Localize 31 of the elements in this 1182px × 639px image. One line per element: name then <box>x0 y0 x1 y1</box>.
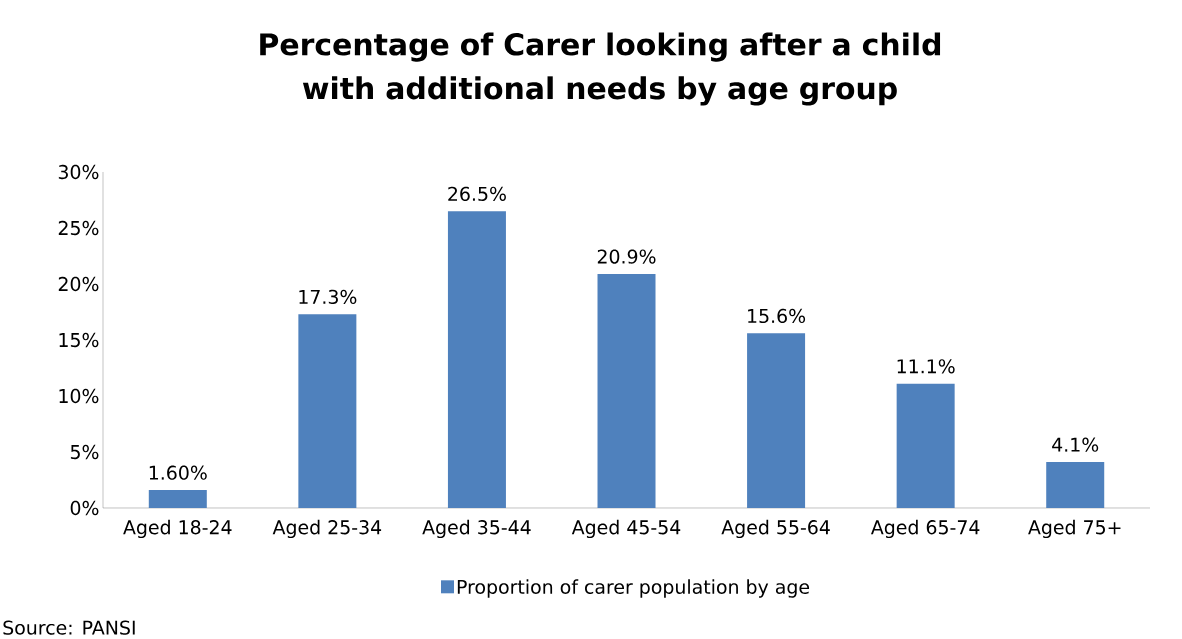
data-label: 11.1% <box>897 359 955 374</box>
x-tick-label: Aged 18-24 <box>123 519 232 539</box>
data-label: 4.1% <box>1052 437 1099 452</box>
y-tick-label: 30% <box>58 164 99 180</box>
data-label: 26.5% <box>448 186 506 201</box>
data-label: 17.3% <box>299 289 357 305</box>
data-label: 1.60% <box>149 465 207 480</box>
y-tick-label: 5% <box>70 444 99 460</box>
data-label: 15.6% <box>748 308 806 324</box>
bar <box>447 211 506 508</box>
x-tick-label: Aged 35-44 <box>422 519 531 539</box>
x-tick-label: Aged 65-74 <box>870 519 980 539</box>
x-tick-label: Aged 45-54 <box>571 519 681 539</box>
bar <box>148 490 207 508</box>
data-label: 20.9% <box>597 249 656 264</box>
y-tick-label: 20% <box>58 276 99 292</box>
bar <box>1046 462 1105 508</box>
y-tick-label: 10% <box>59 388 99 404</box>
y-tick-label: 0% <box>70 500 99 516</box>
bar <box>896 383 955 508</box>
bar <box>747 333 806 508</box>
chart-title: Percentage of Carer looking after a child with additional needs by age group <box>260 32 941 106</box>
x-tick-label: Aged 25-34 <box>272 519 382 539</box>
x-tick-label: Aged 55-64 <box>721 519 830 539</box>
bar <box>298 314 357 508</box>
y-tick-label: 15% <box>59 332 99 348</box>
legend-label: Proportion of carer population by age <box>457 579 810 598</box>
source-note: Source: PANSI <box>3 620 135 635</box>
x-tick-label: Aged 75+ <box>1028 519 1121 539</box>
y-tick-label: 25% <box>58 220 99 236</box>
bar <box>597 273 656 508</box>
